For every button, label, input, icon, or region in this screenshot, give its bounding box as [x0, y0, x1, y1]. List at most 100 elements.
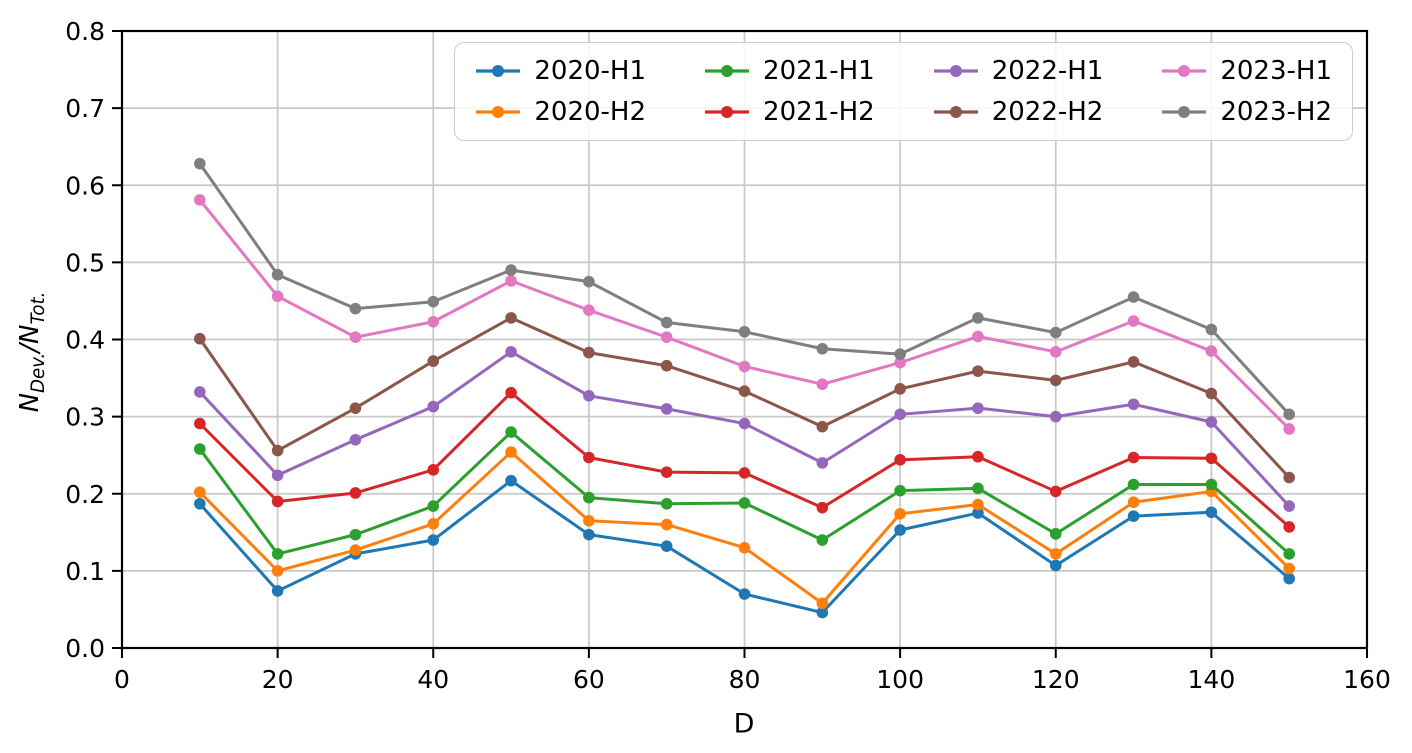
- data-point-2023-H1: [972, 330, 984, 343]
- data-point-2021-H1: [349, 528, 362, 541]
- x-tick-label: 140: [1188, 665, 1236, 694]
- data-point-2020-H2: [738, 541, 751, 554]
- data-point-2021-H1: [271, 548, 284, 560]
- y-tick-label: 0.0: [65, 634, 105, 663]
- legend-item-2021-H1: 2021-H1: [704, 54, 875, 88]
- data-point-2020-H2: [894, 508, 906, 520]
- data-point-2022-H1: [972, 402, 984, 414]
- data-point-2020-H1: [505, 474, 517, 487]
- data-point-2020-H2: [505, 446, 517, 458]
- data-point-2023-H1: [271, 290, 284, 303]
- y-tick-label: 0.1: [65, 557, 105, 586]
- data-point-2021-H2: [1127, 451, 1140, 464]
- data-point-2022-H2: [894, 383, 906, 395]
- legend-column: 2021-H1 2021-H2: [704, 54, 875, 129]
- data-point-2020-H2: [271, 565, 284, 577]
- data-point-2022-H1: [583, 390, 595, 402]
- data-point-2021-H2: [1205, 452, 1218, 465]
- data-point-2023-H2: [194, 157, 206, 170]
- data-point-2022-H2: [583, 346, 595, 359]
- data-point-2022-H2: [194, 332, 206, 345]
- data-point-2023-H1: [1283, 423, 1295, 435]
- data-point-2021-H1: [1205, 478, 1218, 491]
- data-point-2023-H1: [894, 356, 906, 369]
- data-point-2021-H2: [972, 450, 984, 463]
- legend-item-2022-H1: 2022-H1: [933, 54, 1104, 88]
- data-point-2023-H1: [583, 304, 595, 316]
- data-point-2022-H2: [505, 312, 517, 324]
- x-tick-label: 60: [573, 665, 605, 694]
- data-point-2022-H1: [505, 346, 517, 358]
- data-point-2021-H2: [660, 466, 673, 478]
- legend-marker-2021-H2: [705, 106, 750, 118]
- data-point-2021-H1: [427, 500, 440, 512]
- data-point-2021-H2: [427, 464, 440, 476]
- data-point-2023-H2: [427, 295, 440, 308]
- x-tick-label: 40: [417, 665, 449, 694]
- data-point-2022-H1: [271, 469, 284, 482]
- data-point-2020-H1: [194, 497, 206, 510]
- data-point-2021-H2: [505, 386, 517, 399]
- data-point-2021-H2: [349, 487, 362, 499]
- data-point-2023-H2: [1205, 323, 1218, 336]
- data-point-2021-H1: [816, 534, 829, 546]
- data-point-2022-H2: [816, 420, 829, 433]
- y-tick-label: 0.7: [65, 94, 105, 123]
- legend-marker-2022-H2: [933, 106, 978, 118]
- x-tick-label: 120: [1032, 665, 1080, 694]
- data-point-2021-H2: [583, 451, 595, 464]
- legend-label: 2020-H1: [534, 56, 647, 86]
- data-point-2021-H2: [271, 495, 284, 508]
- legend-column: 2022-H1 2022-H2: [933, 54, 1104, 129]
- y-axis-label-subscript: Dev.: [28, 352, 50, 393]
- legend: 2020-H1 2020-H2 2021-H1 2021-H2 2022-H1 2022-…: [454, 42, 1353, 141]
- legend-item-2021-H2: 2021-H2: [704, 95, 875, 129]
- data-point-2020-H1: [1049, 559, 1062, 572]
- x-tick-label: 0: [114, 665, 130, 694]
- data-point-2020-H1: [972, 507, 984, 519]
- data-point-2023-H1: [194, 194, 206, 206]
- data-point-2022-H2: [660, 359, 673, 372]
- legend-item-2022-H2: 2022-H2: [933, 95, 1103, 129]
- x-axis-label: D: [733, 708, 755, 740]
- data-point-2020-H1: [660, 540, 673, 552]
- data-point-2023-H2: [1127, 291, 1140, 303]
- data-point-2023-H1: [427, 315, 440, 328]
- data-point-2022-H1: [427, 400, 440, 413]
- x-tick-label: 80: [729, 665, 761, 694]
- data-point-2022-H1: [1283, 500, 1295, 512]
- data-point-2023-H1: [738, 360, 751, 373]
- data-point-2020-H1: [816, 606, 829, 619]
- data-point-2020-H2: [349, 544, 362, 556]
- data-point-2020-H1: [1205, 506, 1218, 519]
- legend-marker-2022-H1: [933, 65, 978, 77]
- data-point-2020-H1: [738, 588, 751, 600]
- y-axis-label-symbol: /N: [14, 324, 45, 353]
- data-point-2023-H1: [505, 275, 517, 287]
- data-point-2021-H1: [894, 484, 906, 497]
- y-tick-label: 0.2: [65, 480, 105, 509]
- data-point-2023-H2: [1049, 326, 1062, 339]
- data-point-2022-H1: [1127, 398, 1140, 411]
- data-point-2021-H1: [972, 482, 984, 495]
- data-point-2023-H1: [1049, 346, 1062, 358]
- data-point-2023-H1: [816, 378, 829, 391]
- data-point-2021-H2: [816, 501, 829, 514]
- data-point-2023-H2: [816, 342, 829, 355]
- y-tick-label: 0.8: [65, 17, 105, 46]
- y-tick-label: 0.5: [65, 248, 105, 277]
- legend-label: 2021-H1: [763, 56, 875, 86]
- data-point-2023-H2: [1283, 408, 1295, 421]
- y-axis-label-subscript: Tot.: [28, 291, 50, 325]
- y-axis-label: NDev./NTot.: [15, 292, 49, 413]
- legend-label: 2023-H2: [1220, 97, 1332, 127]
- data-point-2022-H1: [738, 417, 751, 430]
- data-point-2021-H2: [894, 454, 906, 466]
- data-point-2021-H2: [194, 417, 206, 430]
- data-point-2022-H2: [1205, 387, 1218, 400]
- data-point-2023-H2: [660, 316, 673, 329]
- legend-label: 2022-H1: [991, 56, 1104, 86]
- data-point-2020-H2: [427, 518, 440, 530]
- data-point-2023-H2: [894, 348, 906, 360]
- data-point-2023-H2: [349, 302, 362, 315]
